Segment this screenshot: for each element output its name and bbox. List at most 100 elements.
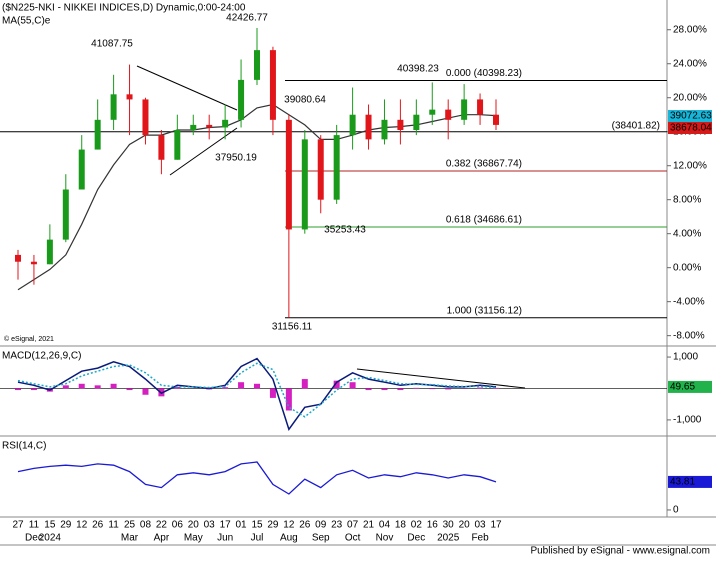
copyright: © eSignal, 2021 <box>4 335 54 343</box>
histogram-bar <box>381 388 387 390</box>
histogram-bar <box>302 379 308 388</box>
y-tick-label: 0.00% <box>673 262 701 273</box>
histogram-bar <box>477 388 483 389</box>
x-tick-label: 11 <box>108 520 119 531</box>
histogram-bar <box>111 384 117 389</box>
x-tick-label: 01 <box>236 520 248 531</box>
candle-body <box>206 125 212 128</box>
panel-title: RSI(14,C) <box>2 441 46 452</box>
x-tick-label: 11 <box>29 520 40 531</box>
candle-body <box>366 115 372 140</box>
candle-body <box>286 120 292 230</box>
histogram-bar <box>445 388 451 389</box>
x-tick-label: 29 <box>60 520 72 531</box>
x-month-label: Aug <box>280 533 298 544</box>
x-tick-label: 04 <box>379 520 391 531</box>
candle-body <box>238 80 244 120</box>
price-annotation: 41087.75 <box>91 39 133 50</box>
price-annotation: 42426.77 <box>226 13 268 24</box>
histogram-bar <box>95 385 101 388</box>
x-tick-label: 03 <box>204 520 216 531</box>
price-annotation: 35253.43 <box>324 225 366 236</box>
candle-body <box>158 135 164 160</box>
histogram-bar <box>63 385 69 388</box>
x-tick-label: 15 <box>44 520 56 531</box>
panel-title: MACD(12,26,9,C) <box>2 351 81 362</box>
level-label: (38401.82) <box>612 120 660 131</box>
candle-body <box>397 120 403 130</box>
candle-body <box>79 150 85 190</box>
histogram-bar <box>222 387 228 388</box>
candle-body <box>47 240 53 265</box>
histogram-bar <box>286 388 292 410</box>
histogram-bar <box>238 382 244 388</box>
fib-label: 0.618 (34686.61) <box>446 215 522 226</box>
last-value-label: 38678.04 <box>670 123 712 134</box>
candle-body <box>413 115 419 130</box>
x-tick-label: 18 <box>395 520 407 531</box>
candle-body <box>15 255 21 262</box>
candle-body <box>174 130 180 160</box>
x-tick-label: 26 <box>299 520 311 531</box>
x-tick-label: 15 <box>251 520 263 531</box>
x-month-label: 2024 <box>39 533 62 544</box>
x-tick-label: 20 <box>188 520 200 531</box>
histogram-bar <box>270 388 276 397</box>
y-tick-label: 0 <box>673 505 679 516</box>
last-value-label: 49.65 <box>670 382 695 393</box>
candle-body <box>222 120 228 128</box>
x-month-label: Mar <box>121 533 139 544</box>
fib-label: 0.000 (40398.23) <box>446 68 522 79</box>
candle-body <box>318 139 324 199</box>
price-annotation: 40398.23 <box>397 64 439 75</box>
x-tick-label: 27 <box>12 520 24 531</box>
x-tick-label: 16 <box>427 520 439 531</box>
x-tick-label: 26 <box>92 520 104 531</box>
histogram-bar <box>397 388 403 390</box>
histogram-bar <box>413 388 419 389</box>
candle-body <box>254 50 260 80</box>
x-month-label: Jul <box>251 533 264 544</box>
x-tick-label: 09 <box>315 520 327 531</box>
x-tick-label: 08 <box>140 520 152 531</box>
candle-body <box>477 99 483 114</box>
histogram-bar <box>366 388 372 390</box>
y-tick-label: 4.00% <box>673 228 701 239</box>
histogram-bar <box>350 382 356 388</box>
y-tick-label: 24.00% <box>673 58 707 69</box>
x-tick-label: 06 <box>172 520 184 531</box>
candle-body <box>31 262 37 265</box>
x-month-label: 2025 <box>437 533 460 544</box>
y-tick-label: -1,000 <box>673 415 702 426</box>
x-tick-label: 17 <box>220 520 232 531</box>
candle-body <box>381 120 387 140</box>
histogram-bar <box>254 384 260 389</box>
price-annotation: 31156.11 <box>272 322 313 333</box>
x-tick-label: 07 <box>347 520 359 531</box>
x-tick-label: 25 <box>124 520 136 531</box>
x-tick-label: 22 <box>156 520 168 531</box>
fib-label: 0.382 (36867.74) <box>446 159 522 170</box>
candle-body <box>302 139 308 229</box>
x-month-label: Apr <box>154 533 170 544</box>
candle-body <box>127 94 133 99</box>
x-tick-label: 30 <box>443 520 455 531</box>
histogram-bar <box>31 388 37 390</box>
x-tick-label: 12 <box>283 520 295 531</box>
candle-body <box>334 135 340 200</box>
legend-entry: MA(55,C)e <box>2 16 51 27</box>
y-tick-label: 28.00% <box>673 24 707 35</box>
histogram-bar <box>127 388 133 390</box>
x-month-label: Nov <box>376 533 394 544</box>
chart-title: ($N225-NKI - NIKKEI INDICES,D) Dynamic,0… <box>2 3 246 14</box>
x-month-label: Feb <box>471 533 489 544</box>
histogram-bar <box>429 388 435 389</box>
x-tick-label: 02 <box>411 520 423 531</box>
histogram-bar <box>15 388 21 390</box>
candle-body <box>493 115 499 125</box>
y-tick-label: -8.00% <box>673 330 705 341</box>
x-month-label: Sep <box>312 533 330 544</box>
x-tick-label: 03 <box>475 520 487 531</box>
histogram-bar <box>79 384 85 389</box>
